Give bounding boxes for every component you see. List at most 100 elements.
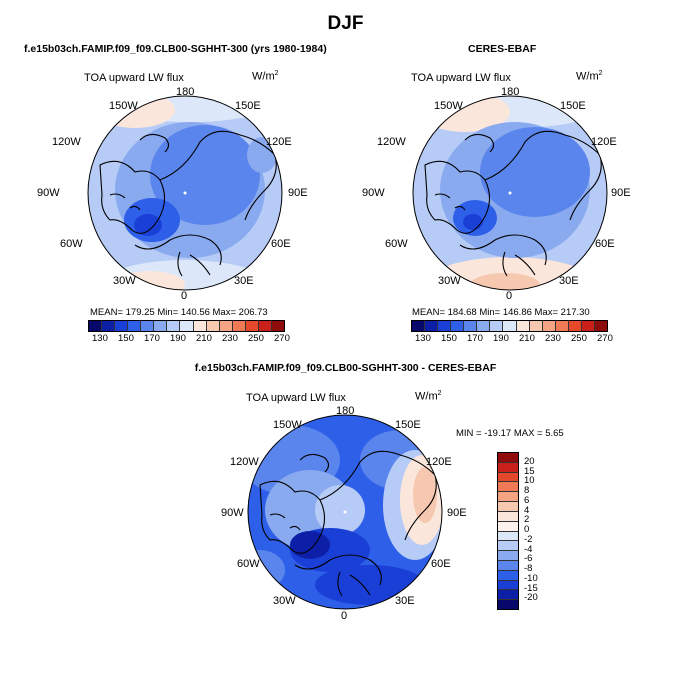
panel-obs-colorbar-swatch — [594, 321, 607, 331]
panel-model-colorbar-swatch — [141, 321, 155, 331]
panel-model-stats: MEAN= 179.25 Min= 140.56 Max= 206.73 — [90, 307, 268, 318]
panel-obs-lon-120w: 120W — [377, 136, 406, 148]
panel-obs-lon-30e: 30E — [559, 275, 579, 287]
panel-diff-map — [247, 414, 443, 610]
panel-model-colorbar-swatch — [232, 321, 246, 331]
panel-obs-lon-90w: 90W — [362, 187, 385, 199]
panel-model-lon-30w: 30W — [113, 275, 136, 287]
panel-model-variable-label: TOA upward LW flux — [84, 72, 184, 84]
panel-obs-colorbar-label: 130 — [415, 333, 431, 344]
panel-diff-colorbar-swatch — [498, 551, 518, 561]
panel-diff-units: W/m2 — [415, 390, 442, 403]
panel-diff-colorbar-swatch — [498, 541, 518, 552]
panel-obs-colorbar-swatch — [464, 321, 478, 331]
panel-obs-colorbar-label: 170 — [467, 333, 483, 344]
panel-model-colorbar — [88, 320, 285, 332]
panel-diff-colorbar-swatch — [498, 482, 518, 493]
panel-diff-colorbar-swatch — [498, 462, 518, 473]
panel-model-map — [87, 95, 283, 291]
panel-obs-lon-0: 0 — [506, 290, 513, 302]
panel-model-colorbar-swatch — [245, 321, 259, 331]
panel-obs-colorbar-swatch — [581, 321, 595, 331]
panel-diff-lon-60e: 60E — [431, 558, 451, 570]
panel-obs-colorbar-label: 190 — [493, 333, 509, 344]
panel-diff-colorbar — [497, 452, 519, 610]
panel-model-colorbar-swatch — [206, 321, 220, 331]
panel-model-lon-90e: 90E — [288, 187, 308, 199]
panel-model-colorbar-label: 190 — [170, 333, 186, 344]
panel-obs-colorbar-label: 250 — [571, 333, 587, 344]
panel-model-colorbar-label: 150 — [118, 333, 134, 344]
panel-model-lon-60e: 60E — [271, 238, 291, 250]
panel-model-colorbar-swatch — [154, 321, 168, 331]
panel-diff-colorbar-labels: 20 15 10 8 6 4 2 0 -2 -4 -6 -8 -10 -15 -20 — [524, 452, 564, 610]
panel-model-lon-180: 180 — [176, 86, 195, 98]
panel-diff-colorbar-swatch — [498, 590, 518, 601]
panel-diff-colorbar-swatch — [498, 472, 518, 483]
panel-diff-lon-30w: 30W — [273, 595, 296, 607]
panel-obs-colorbar-label: 270 — [597, 333, 613, 344]
panel-obs-variable-label: TOA upward LW flux — [411, 72, 511, 84]
panel-obs-lon-150w: 150W — [434, 100, 463, 112]
panel-diff-colorbar-swatch — [498, 570, 518, 581]
panel-obs-lon-90e: 90E — [611, 187, 631, 199]
panel-diff-colorbar-label: 15 — [524, 465, 535, 477]
panel-diff-colorbar-swatch — [498, 492, 518, 503]
panel-obs-colorbar-swatch — [542, 321, 556, 331]
panel-model-colorbar-swatch — [167, 321, 181, 331]
panel-model-colorbar-swatch — [258, 321, 272, 331]
panel-obs-colorbar — [411, 320, 608, 332]
panel-model-colorbar-swatch — [180, 321, 194, 331]
panel-obs-colorbar-swatch — [529, 321, 543, 331]
panel-model-colorbar-label: 130 — [92, 333, 108, 344]
panel-model-colorbar-label: 250 — [248, 333, 264, 344]
panel-diff-colorbar-swatch — [498, 502, 518, 512]
panel-diff-stats: MIN = -19.17 MAX = 5.65 — [456, 428, 564, 439]
panel-obs-colorbar-labels: 130 150 170 190 210 230 250 270 — [408, 333, 618, 345]
panel-diff-colorbar-label: -2 — [524, 533, 533, 545]
panel-diff-lon-120e: 120E — [426, 456, 452, 468]
panel-model-colorbar-swatch — [115, 321, 129, 331]
panel-diff-colorbar-label: 4 — [524, 504, 530, 516]
panel-diff-title: f.e15b03ch.FAMIP.f09_f09.CLB00-SGHHT-300… — [194, 362, 497, 374]
panel-diff-colorbar-swatch — [498, 600, 518, 609]
panel-obs-colorbar-swatch — [503, 321, 517, 331]
panel-obs-colorbar-swatch — [477, 321, 491, 331]
panel-diff-lon-150w: 150W — [273, 419, 302, 431]
panel-diff-variable-label: TOA upward LW flux — [246, 392, 346, 404]
panel-model-lon-0: 0 — [181, 290, 188, 302]
panel-diff-colorbar-swatch — [498, 580, 518, 591]
panel-model-colorbar-label: 270 — [274, 333, 290, 344]
panel-obs-units: W/m2 — [576, 70, 603, 83]
panel-diff-colorbar-label: 0 — [524, 524, 530, 535]
panel-obs-colorbar-label: 210 — [519, 333, 535, 344]
panel-diff-colorbar-label: -15 — [524, 582, 538, 594]
panel-model-lon-150w: 150W — [109, 100, 138, 112]
panel-model-lon-150e: 150E — [235, 100, 261, 112]
panel-obs-map — [412, 95, 608, 291]
panel-diff-colorbar-label: -10 — [524, 572, 538, 584]
panel-obs-title: CERES-EBAF — [468, 43, 537, 55]
panel-diff-lon-90e: 90E — [447, 507, 467, 519]
panel-diff-lon-0: 0 — [341, 610, 348, 622]
panel-model-colorbar-labels: 130 150 170 190 210 230 250 270 — [85, 333, 295, 345]
panel-diff-lon-60w: 60W — [237, 558, 260, 570]
panel-model-colorbar-label: 210 — [196, 333, 212, 344]
panel-model-units: W/m2 — [252, 70, 279, 83]
panel-obs-colorbar-swatch — [412, 321, 426, 331]
panel-diff-lon-30e: 30E — [395, 595, 415, 607]
panel-model-colorbar-swatch — [102, 321, 116, 331]
panel-obs-lon-60e: 60E — [595, 238, 615, 250]
panel-obs-lon-60w: 60W — [385, 238, 408, 250]
panel-diff-lon-90w: 90W — [221, 507, 244, 519]
panel-diff-lon-150e: 150E — [395, 419, 421, 431]
panel-model-lon-30e: 30E — [234, 275, 254, 287]
panel-model-colorbar-label: 230 — [222, 333, 238, 344]
panel-model-colorbar-swatch — [193, 321, 207, 331]
panel-obs-colorbar-swatch — [516, 321, 530, 331]
main-title: DJF — [327, 13, 364, 34]
panel-diff-colorbar-label: -8 — [524, 563, 533, 574]
panel-diff-colorbar-swatch — [498, 453, 518, 463]
panel-model-lon-60w: 60W — [60, 238, 83, 250]
panel-obs-colorbar-swatch — [451, 321, 465, 331]
